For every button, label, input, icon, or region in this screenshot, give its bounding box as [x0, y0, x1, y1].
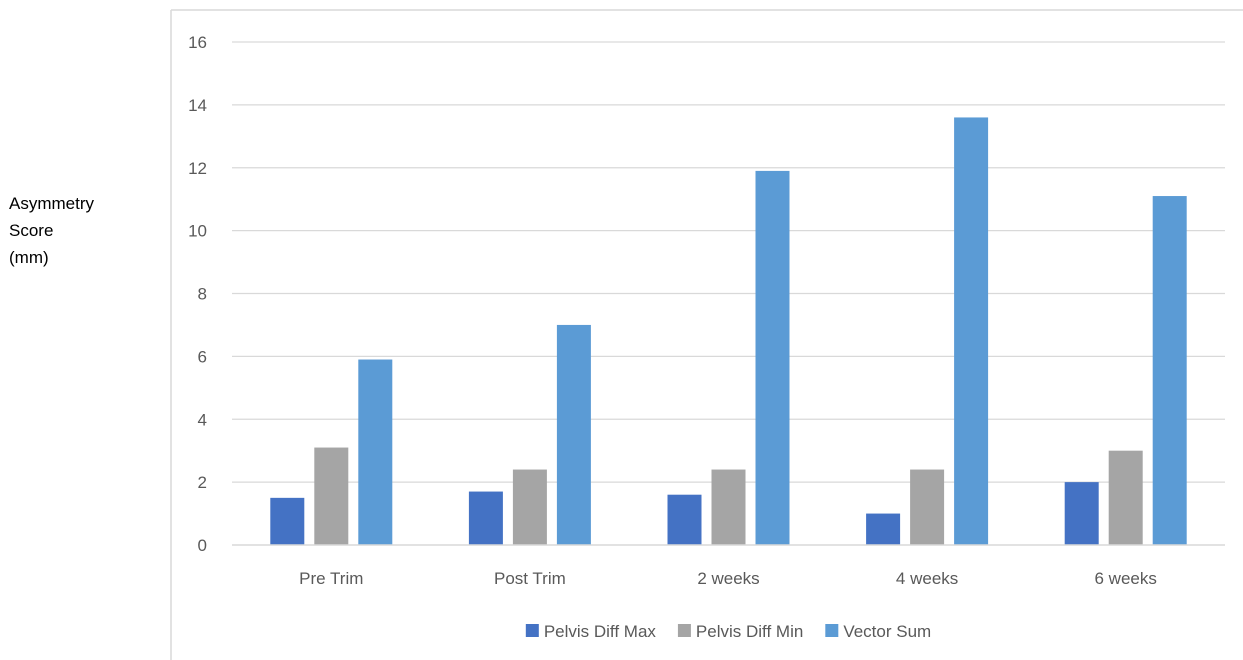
bar-pelvis-diff-max — [270, 497, 305, 545]
bars — [270, 117, 1187, 546]
y-tick-label: 4 — [198, 410, 207, 429]
y-tick-label: 12 — [188, 159, 207, 178]
bar-pelvis-diff-max — [468, 491, 503, 545]
y-tick-label: 6 — [198, 347, 207, 366]
bar-pelvis-diff-max — [1064, 482, 1099, 545]
y-axis-label: Asymmetry Score (mm) — [9, 194, 94, 267]
x-tick-label: Pre Trim — [299, 569, 363, 588]
x-tick-label: 2 weeks — [697, 569, 759, 588]
bar-pelvis-diff-min — [512, 469, 547, 545]
bar-vector-sum — [358, 359, 393, 545]
legend-swatch — [677, 624, 691, 637]
x-tick-labels: Pre Trim Post Trim 2 weeks 4 weeks 6 weeks — [299, 569, 1157, 588]
y-tick-label: 2 — [198, 473, 207, 492]
x-tick-label: 4 weeks — [896, 569, 958, 588]
gridlines — [232, 41, 1225, 483]
bar-pelvis-diff-max — [667, 494, 702, 545]
legend-label: Vector Sum — [843, 622, 931, 641]
x-tick-label: Post Trim — [494, 569, 566, 588]
y-tick-label: 0 — [198, 536, 207, 555]
bar-vector-sum — [1152, 196, 1187, 545]
bar-pelvis-diff-min — [1108, 450, 1143, 545]
bar-pelvis-diff-max — [866, 513, 901, 545]
x-tick-label: 6 weeks — [1095, 569, 1157, 588]
bar-pelvis-diff-min — [314, 447, 349, 545]
legend-swatch — [525, 624, 539, 637]
y-tick-label: 16 — [188, 33, 207, 52]
bar-vector-sum — [755, 170, 790, 546]
bar-vector-sum — [556, 324, 591, 545]
bar-vector-sum — [954, 117, 989, 545]
y-tick-label: 10 — [188, 222, 207, 241]
y-tick-label: 8 — [198, 285, 207, 304]
legend: Pelvis Diff Max Pelvis Diff Min Vector Sum — [525, 622, 931, 641]
legend-swatch — [825, 624, 839, 637]
bar-pelvis-diff-min — [910, 469, 945, 545]
y-tick-labels: 0 2 4 6 8 10 12 14 16 — [188, 33, 207, 555]
y-tick-label: 14 — [188, 96, 207, 115]
legend-label: Pelvis Diff Min — [696, 622, 803, 641]
bar-pelvis-diff-min — [711, 469, 746, 545]
legend-label: Pelvis Diff Max — [544, 622, 657, 641]
